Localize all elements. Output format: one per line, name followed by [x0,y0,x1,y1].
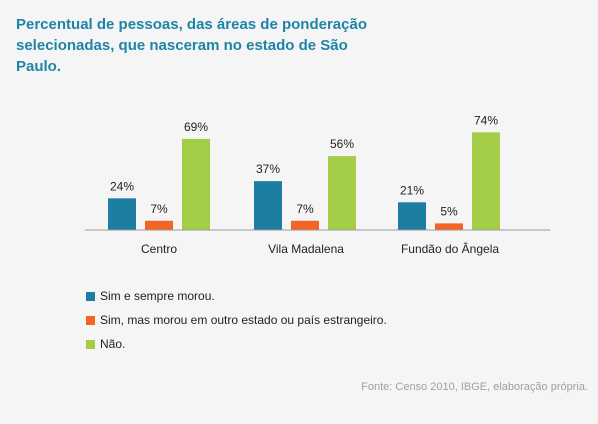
data-label-fundao-do-angela-sim-sempre-morou: 21% [400,183,424,197]
label-group: 24% 7% 69% Centro 37% 7% 56% Vila Madalena 21% 5%… [110,113,499,256]
data-label-centro-nao: 69% [184,120,208,134]
bar-vila-madalena-sim-sempre-morou [254,181,282,230]
bar-group [108,132,500,230]
legend-item-sim-outro-estado: Sim, mas morou em outro estado ou país e… [86,308,387,332]
bar-vila-madalena-nao [328,156,356,230]
bar-centro-nao [182,138,210,230]
category-label-fundao-do-angela: Fundão do Ângela [401,241,499,256]
data-label-vila-madalena-sim-outro-estado: 7% [296,202,314,216]
legend-swatch [86,291,95,301]
chart-title: Percentual de pessoas, das áreas de pond… [16,16,367,75]
data-label-centro-sim-sempre-morou: 24% [110,179,134,193]
bar-fundao-do-angela-nao [472,132,500,230]
bar-chart: 24% 7% 69% Centro 37% 7% 56% Vila Madalena 21% 5%… [85,113,550,256]
source-note: Fonte: Censo 2010, IBGE, elaboração próp… [361,381,588,393]
bar-fundao-do-angela-sim-sempre-morou [398,202,426,230]
legend-label: Não. [100,337,126,351]
data-label-vila-madalena-nao: 56% [330,137,354,151]
legend-label: Sim e sempre morou. [100,289,215,303]
legend-swatch [86,339,95,349]
legend-swatch [86,315,95,325]
category-label-centro: Centro [141,242,177,256]
bar-centro-sim-outro-estado [145,220,173,230]
category-label-vila-madalena: Vila Madalena [268,242,344,256]
bar-centro-sim-sempre-morou [108,198,136,230]
legend: Sim e sempre morou. Sim, mas morou em ou… [86,284,387,356]
data-label-centro-sim-outro-estado: 7% [150,202,168,216]
legend-item-sim-sempre-morou: Sim e sempre morou. [86,284,387,308]
data-label-vila-madalena-sim-sempre-morou: 37% [256,162,280,176]
legend-label: Sim, mas morou em outro estado ou país e… [100,313,387,327]
data-label-fundao-do-angela-nao: 74% [474,113,498,127]
data-label-fundao-do-angela-sim-outro-estado: 5% [440,204,458,218]
bar-fundao-do-angela-sim-outro-estado [435,223,463,230]
bar-vila-madalena-sim-outro-estado [291,220,319,230]
legend-item-nao: Não. [86,332,387,356]
